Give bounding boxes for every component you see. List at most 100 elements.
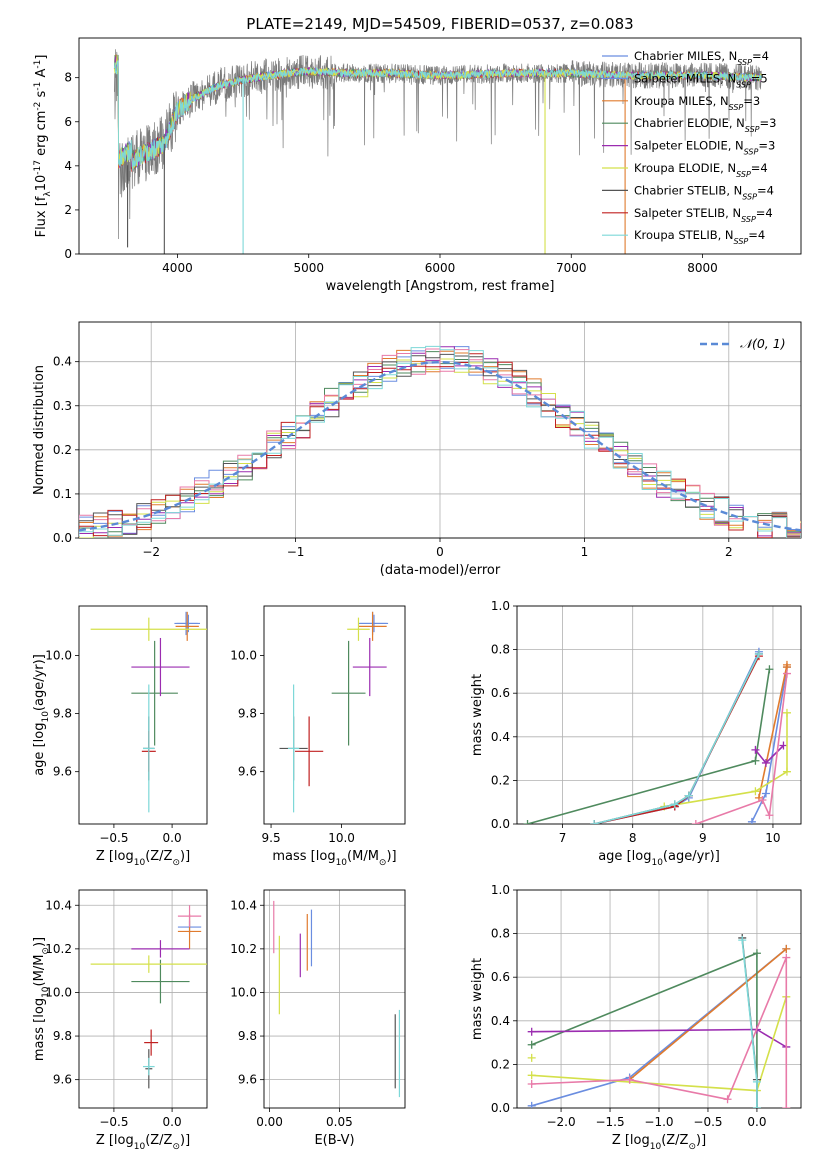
y-tick-label: 10.4 <box>230 898 257 912</box>
legend-label: Chabrier MILES, NSSP=4 <box>634 49 769 67</box>
legend-label: Chabrier STELIB, NSSP=4 <box>634 183 774 201</box>
mass_vs_Z-points <box>90 905 207 1089</box>
legend-label: Salpeter ELODIE, NSSP=3 <box>634 139 775 157</box>
age_vs_mass-points <box>279 611 389 813</box>
axes-frame <box>78 37 802 255</box>
weight-marker <box>670 800 679 809</box>
weight-marker <box>779 741 788 750</box>
y-tick-label: 0.0 <box>491 817 510 831</box>
weight-marker <box>752 1077 761 1086</box>
y-tick-label: 9.8 <box>53 707 72 721</box>
y-tick-label: 0.6 <box>491 686 510 700</box>
weight-marker <box>751 787 760 796</box>
y-tick-label: 0 <box>64 247 72 261</box>
legend-label: Chabrier ELODIE, NSSP=3 <box>634 116 776 134</box>
x-tick-label: 0.0 <box>163 831 182 845</box>
x-tick-label: −0.5 <box>693 1115 722 1129</box>
weight-marker <box>751 745 760 754</box>
errorbar-point <box>143 1057 155 1076</box>
x-tick-label: −0.5 <box>99 1115 128 1129</box>
axes-frame <box>263 605 406 825</box>
weight-marker <box>782 767 791 776</box>
y-axis-label: Normed distribution <box>32 365 47 495</box>
y-tick-label: 0.0 <box>53 531 72 545</box>
y-axis-label: age [log10(age/yr)] <box>32 654 51 776</box>
weight-marker <box>738 936 747 945</box>
age_vs_Z-points <box>90 611 207 813</box>
legend-label: Kroupa STELIB, NSSP=4 <box>634 228 765 246</box>
weight-marker <box>752 949 761 958</box>
errorbar-point <box>177 905 202 928</box>
y-axis-label: mass weight <box>470 674 485 756</box>
weight-marker <box>752 1104 761 1108</box>
errorbar-point <box>347 617 370 641</box>
weight-marker <box>782 944 791 953</box>
y-tick-label: 9.6 <box>53 765 72 779</box>
y-tick-label: 10.0 <box>45 985 72 999</box>
x-tick-label: 4000 <box>162 261 193 275</box>
legend-label: Salpeter STELIB, NSSP=4 <box>634 206 773 224</box>
y-tick-label: 4 <box>64 159 72 173</box>
weight-marker <box>527 1040 536 1049</box>
spectrum-legend: Chabrier MILES, NSSP=4 Salpeter MILES, NS… <box>602 49 776 246</box>
y-tick-label: 0.8 <box>491 643 510 657</box>
errorbar-point <box>131 637 190 697</box>
y-tick-label: 0.6 <box>491 970 510 984</box>
x-tick-label: 5000 <box>293 261 324 275</box>
weight_vs_Z-series <box>527 933 791 1108</box>
axes-frame <box>78 321 802 539</box>
weight-line <box>593 653 760 824</box>
errorbar-point <box>359 614 389 633</box>
weight_vs_age-axes: 7 8 9 10 0.0 0.2 0.4 0.6 0.8 1.0 age [log10(age/yr… <box>470 599 802 868</box>
errorbar-point <box>131 640 178 746</box>
mass_vs_Z-axes: −0.5 0.0 9.6 9.8 10.0 10.2 10.4 Z [log10(Z/Z⊙)]… <box>32 889 208 1152</box>
y-tick-label: 9.6 <box>238 1073 257 1087</box>
y-tick-label: 0.4 <box>53 355 72 369</box>
legend-label: 𝒩(0, 1) <box>740 336 786 351</box>
x-tick-label: 9.5 <box>262 831 281 845</box>
x-tick-label: 0.00 <box>256 1115 283 1129</box>
x-tick-label: 0.0 <box>747 1115 766 1129</box>
y-tick-label: 2 <box>64 203 72 217</box>
weight-marker <box>761 789 770 798</box>
x-tick-label: 10 <box>765 831 780 845</box>
weight-marker <box>723 1095 732 1104</box>
errorbar-point <box>175 611 199 641</box>
weight-marker <box>747 817 756 824</box>
errorbar-point <box>143 684 155 813</box>
residual-legend: 𝒩(0, 1) <box>700 336 786 351</box>
errorbar-point <box>90 955 207 973</box>
errorbar-point <box>295 716 324 787</box>
x-tick-label: 8000 <box>687 261 718 275</box>
x-axis-label: age [log10(age/yr)] <box>598 849 720 868</box>
y-tick-label: 9.8 <box>238 1029 257 1043</box>
weight-marker <box>523 820 532 824</box>
x-axis-label: Z [log10(Z/Z⊙)] <box>96 1133 190 1152</box>
weight-marker <box>758 796 767 805</box>
y-tick-label: 0.0 <box>491 1101 510 1115</box>
axes-frame <box>516 889 802 1109</box>
weight-marker <box>625 1075 634 1084</box>
x-tick-label: −2.0 <box>546 1115 575 1129</box>
x-tick-label: 2 <box>725 545 733 559</box>
x-tick-label: −2 <box>142 545 160 559</box>
age_vs_Z-axes: −0.5 0.0 9.6 9.8 10.0 Z [log10(Z/Z⊙)] age [log… <box>32 605 208 868</box>
weight-marker <box>527 1027 536 1036</box>
y-axis-label: mass weight <box>470 958 485 1040</box>
y-tick-label: 9.6 <box>53 1073 72 1087</box>
weight-line <box>527 669 771 824</box>
y-axis-label: Flux [fλ10-17 erg cm-2 s-1 A-1] <box>33 55 53 238</box>
residuals-axes: −2 −1 0 1 2 0.0 0.1 0.2 0.3 0.4 (data-model)/error… <box>32 321 802 578</box>
x-tick-label: −1.5 <box>595 1115 624 1129</box>
weight-marker <box>782 1104 791 1108</box>
y-tick-label: 0.8 <box>491 927 510 941</box>
legend-label: Kroupa ELODIE, NSSP=4 <box>634 161 768 179</box>
y-tick-label: 8 <box>64 71 72 85</box>
x-tick-label: 0.0 <box>163 1115 182 1129</box>
weight-marker <box>765 811 774 820</box>
x-tick-label: 7 <box>559 831 567 845</box>
mass_vs_ebv-axes: 0.00 0.05 9.6 9.8 10.0 10.2 10.4 E(B-V) <box>230 889 406 1148</box>
residual-histograms <box>79 345 801 538</box>
errorbar-point <box>331 640 366 746</box>
